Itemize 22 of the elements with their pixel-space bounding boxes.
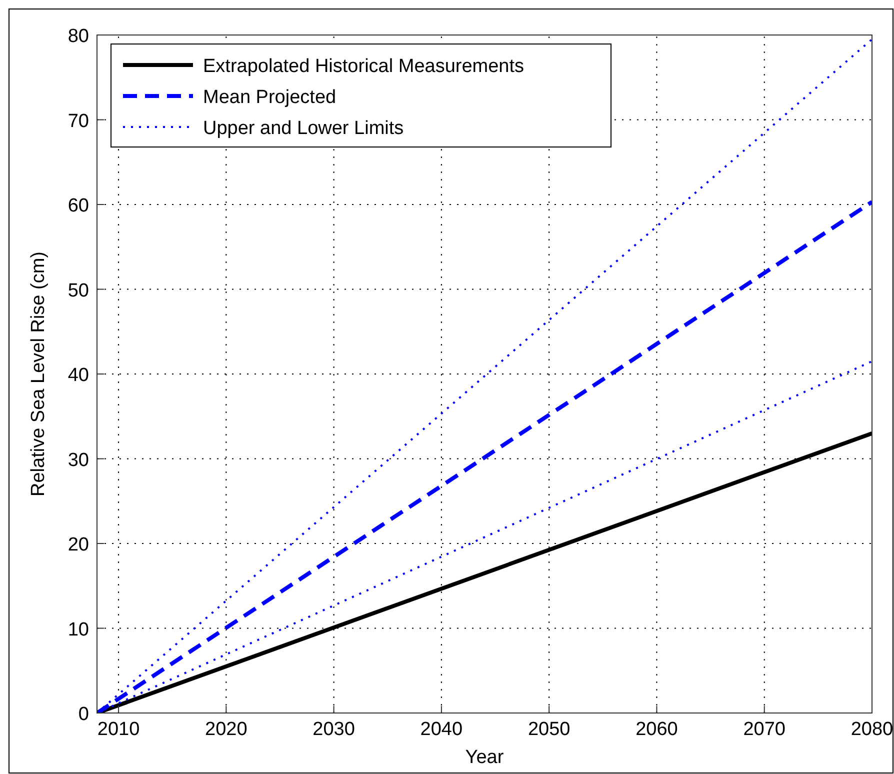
legend-label: Mean Projected	[203, 87, 336, 108]
y-tick-label: 20	[68, 534, 89, 556]
legend-label: Extrapolated Historical Measurements	[203, 56, 524, 77]
y-tick-label: 60	[68, 196, 89, 216]
y-tick-label: 50	[68, 280, 89, 302]
y-tick-label: 0	[78, 704, 89, 725]
legend-label: Upper and Lower Limits	[203, 118, 404, 139]
y-tick-label: 70	[68, 110, 89, 132]
x-tick-label: 2060	[636, 719, 678, 740]
x-tick-label: 2010	[97, 719, 140, 740]
x-tick-label: 2030	[312, 719, 355, 740]
y-tick-label: 80	[68, 26, 89, 47]
x-tick-label: 2050	[528, 719, 570, 740]
y-tick-label: 40	[68, 365, 89, 386]
y-tick-label: 10	[68, 619, 89, 640]
x-axis-title: Year	[465, 747, 504, 768]
x-tick-label: 2040	[420, 719, 463, 740]
x-tick-label: 2070	[743, 719, 786, 740]
y-tick-label: 30	[68, 450, 89, 471]
x-tick-label: 2080	[850, 719, 894, 740]
x-tick-label: 2020	[205, 719, 248, 740]
y-axis-title: Relative Sea Level Rise (cm)	[28, 252, 49, 496]
